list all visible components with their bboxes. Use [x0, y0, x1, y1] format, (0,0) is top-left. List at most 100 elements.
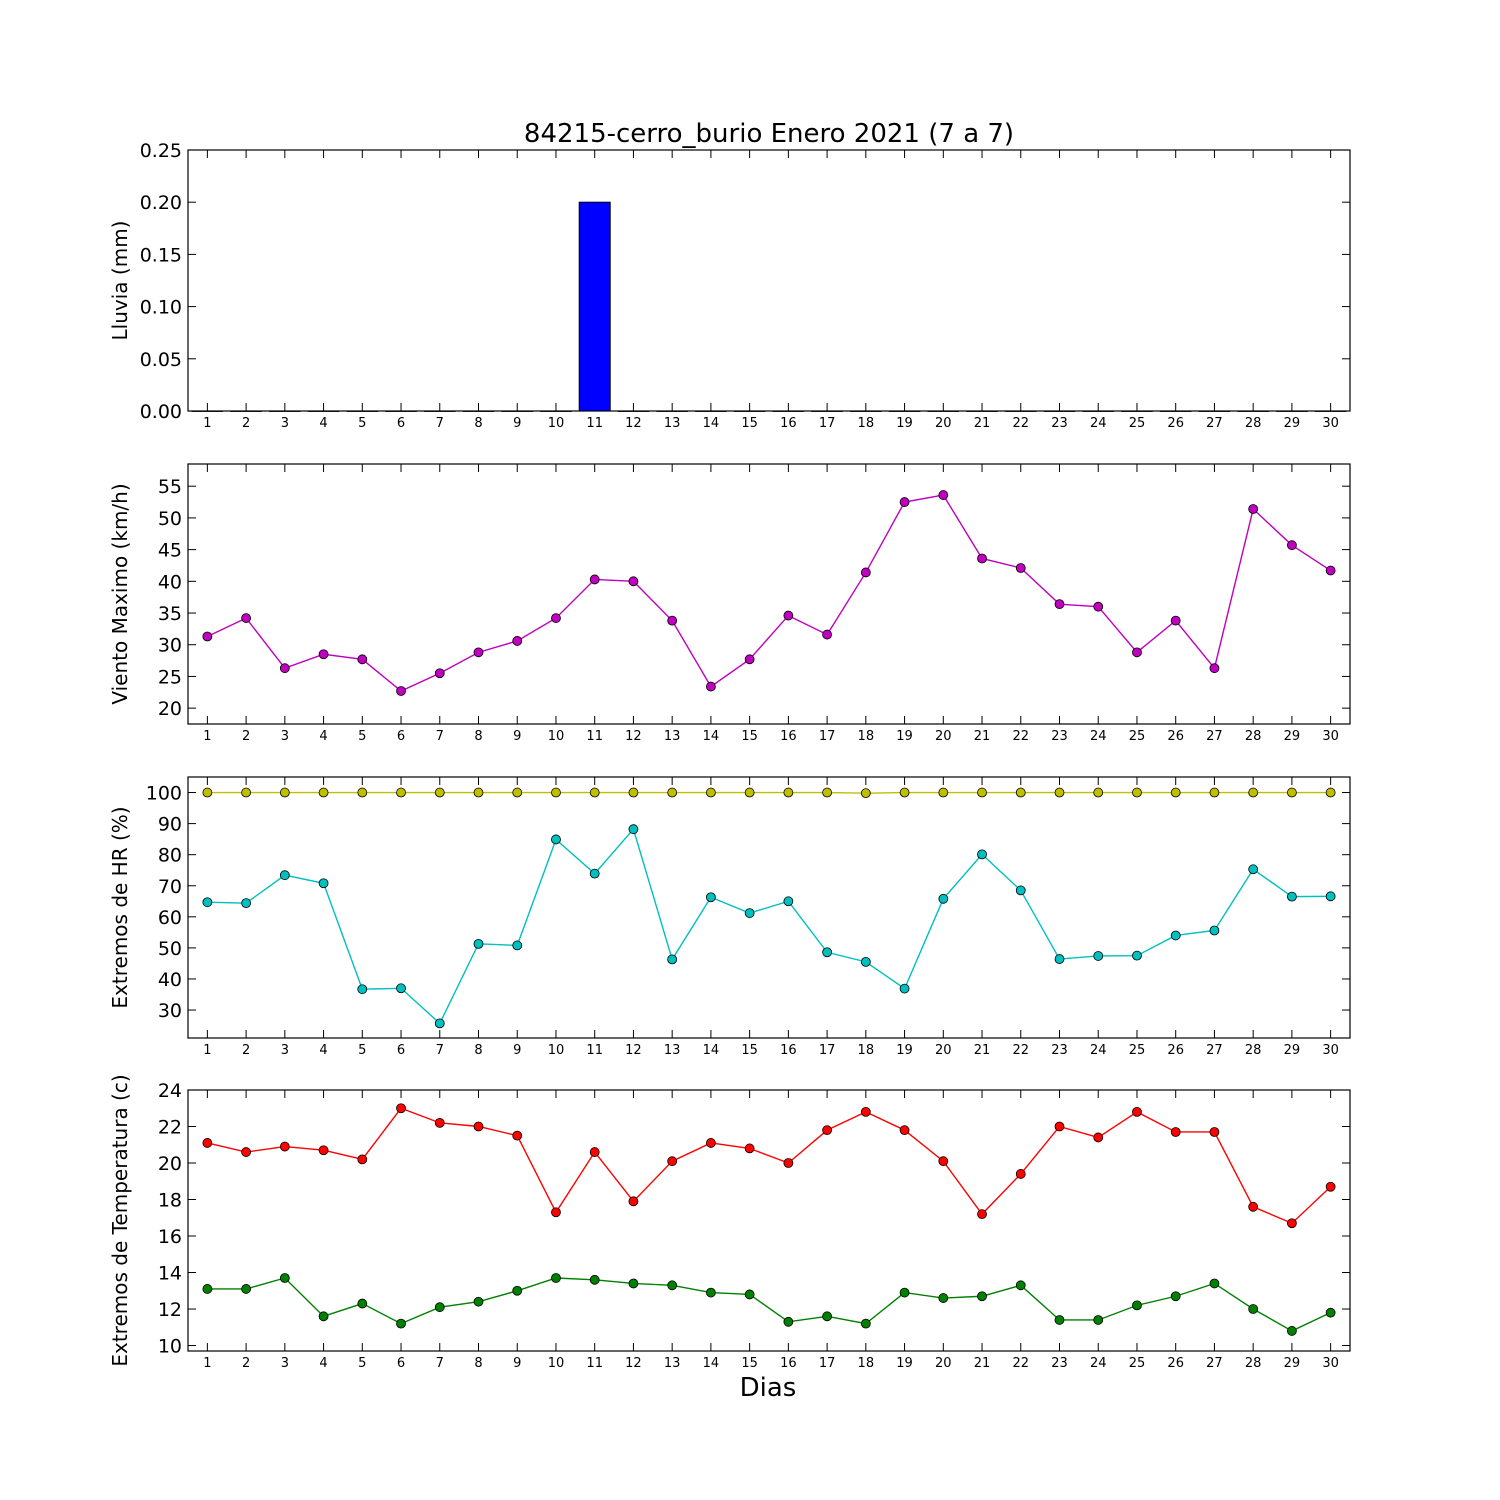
- data-point: [318, 1311, 329, 1322]
- x-tick-label: 15: [741, 1356, 758, 1371]
- x-tick-label: 18: [858, 416, 875, 431]
- data-point: [1209, 925, 1220, 936]
- y-tick-label: 35: [158, 603, 182, 625]
- data-point: [434, 1018, 445, 1029]
- x-tick-label: 22: [1012, 729, 1029, 744]
- y-tick-label: 0.15: [140, 244, 182, 266]
- data-point: [202, 1284, 213, 1294]
- x-tick-label: 11: [586, 416, 603, 431]
- data-point: [434, 1117, 445, 1128]
- x-tick-label: 1: [203, 416, 211, 431]
- y-tick-label: 80: [158, 845, 182, 867]
- y-tick-label: 0.20: [140, 192, 182, 214]
- x-tick-label: 27: [1206, 1043, 1223, 1058]
- x-tick-label: 4: [319, 1043, 327, 1058]
- data-point: [357, 787, 368, 798]
- data-point: [512, 787, 523, 798]
- x-tick-label: 5: [358, 729, 366, 744]
- y-tick-label: 40: [158, 571, 182, 593]
- data-point: [551, 787, 561, 798]
- data-point: [1093, 787, 1104, 798]
- x-tick-label: 8: [474, 729, 482, 744]
- data-point: [512, 636, 523, 646]
- data-point: [473, 1121, 484, 1132]
- x-tick-label: 9: [513, 729, 521, 744]
- rain-bar: [733, 410, 766, 412]
- y-tick-label: 90: [158, 814, 182, 836]
- data-point: [1325, 565, 1336, 576]
- data-point: [357, 654, 368, 665]
- data-point: [860, 956, 871, 967]
- figure-title: 84215-cerro_burio Enero 2021 (7 a 7): [524, 119, 1014, 149]
- x-tick-label: 14: [703, 1356, 720, 1371]
- data-point: [357, 1298, 368, 1309]
- x-tick-label: 14: [703, 416, 720, 431]
- data-point: [241, 613, 252, 623]
- y-tick-label: 100: [146, 783, 182, 805]
- x-tick-label: 5: [358, 1356, 366, 1371]
- x-tick-label: 10: [548, 729, 565, 744]
- data-point: [822, 1125, 832, 1136]
- data-point: [357, 984, 368, 995]
- x-tick-label: 7: [436, 729, 444, 744]
- data-point: [512, 940, 523, 951]
- y-tick-label: 0.25: [140, 140, 182, 162]
- data-point: [1248, 787, 1259, 798]
- x-tick-label: 22: [1012, 416, 1029, 431]
- x-tick-label: 13: [664, 1356, 681, 1371]
- data-point: [860, 1107, 871, 1117]
- x-tick-label: 3: [281, 1043, 289, 1058]
- x-tick-label: 16: [780, 1043, 797, 1058]
- y-tick-label: 30: [158, 635, 182, 657]
- x-tick-label: 23: [1051, 1043, 1068, 1058]
- data-point: [667, 1156, 678, 1167]
- x-tick-label: 21: [974, 1043, 991, 1058]
- rain-bar: [1276, 410, 1308, 412]
- data-point: [396, 686, 406, 696]
- data-point: [1132, 647, 1142, 658]
- x-tick-label: 24: [1090, 1043, 1107, 1058]
- data-point: [1132, 787, 1142, 798]
- x-tick-label: 25: [1129, 1043, 1146, 1058]
- x-tick-label: 17: [819, 729, 836, 744]
- rain-bar: [656, 410, 688, 412]
- y-tick-label: 55: [158, 476, 182, 498]
- x-tick-label: 21: [974, 1356, 991, 1371]
- x-tick-label: 14: [703, 729, 720, 744]
- data-point: [1170, 1291, 1181, 1302]
- rain-bar: [850, 410, 882, 412]
- data-point: [1093, 951, 1104, 961]
- x-tick-label: 12: [625, 729, 642, 744]
- rain-bar: [617, 410, 650, 412]
- data-point: [744, 1143, 755, 1154]
- x-tick-label: 30: [1322, 416, 1339, 431]
- y-tick-label: 25: [158, 666, 182, 688]
- data-point: [1054, 787, 1065, 798]
- data-point: [473, 787, 484, 798]
- x-tick-label: 25: [1129, 1356, 1146, 1371]
- x-tick-label: 26: [1167, 1356, 1184, 1371]
- x-tick-label: 16: [780, 729, 797, 744]
- data-point: [1054, 1121, 1065, 1132]
- x-tick-label: 20: [935, 729, 952, 744]
- data-point: [512, 1130, 523, 1141]
- y-tick-label: 30: [158, 1000, 182, 1022]
- data-point: [628, 576, 639, 587]
- x-tick-label: 3: [281, 729, 289, 744]
- y-axis-label: Viento Maximo (km/h): [108, 483, 132, 704]
- axes-frame: [187, 149, 1351, 412]
- data-point: [744, 1289, 755, 1300]
- x-tick-label: 8: [474, 1356, 482, 1371]
- data-point: [318, 878, 329, 889]
- x-tick-label: 23: [1051, 1356, 1068, 1371]
- data-point: [860, 788, 871, 799]
- x-tick-label: 29: [1284, 416, 1301, 431]
- data-point: [279, 663, 290, 674]
- data-point: [938, 787, 949, 798]
- x-tick-label: 26: [1167, 1043, 1184, 1058]
- data-point: [744, 908, 755, 918]
- rain-bar: [888, 410, 921, 412]
- data-point: [706, 787, 716, 798]
- data-point: [1325, 891, 1336, 902]
